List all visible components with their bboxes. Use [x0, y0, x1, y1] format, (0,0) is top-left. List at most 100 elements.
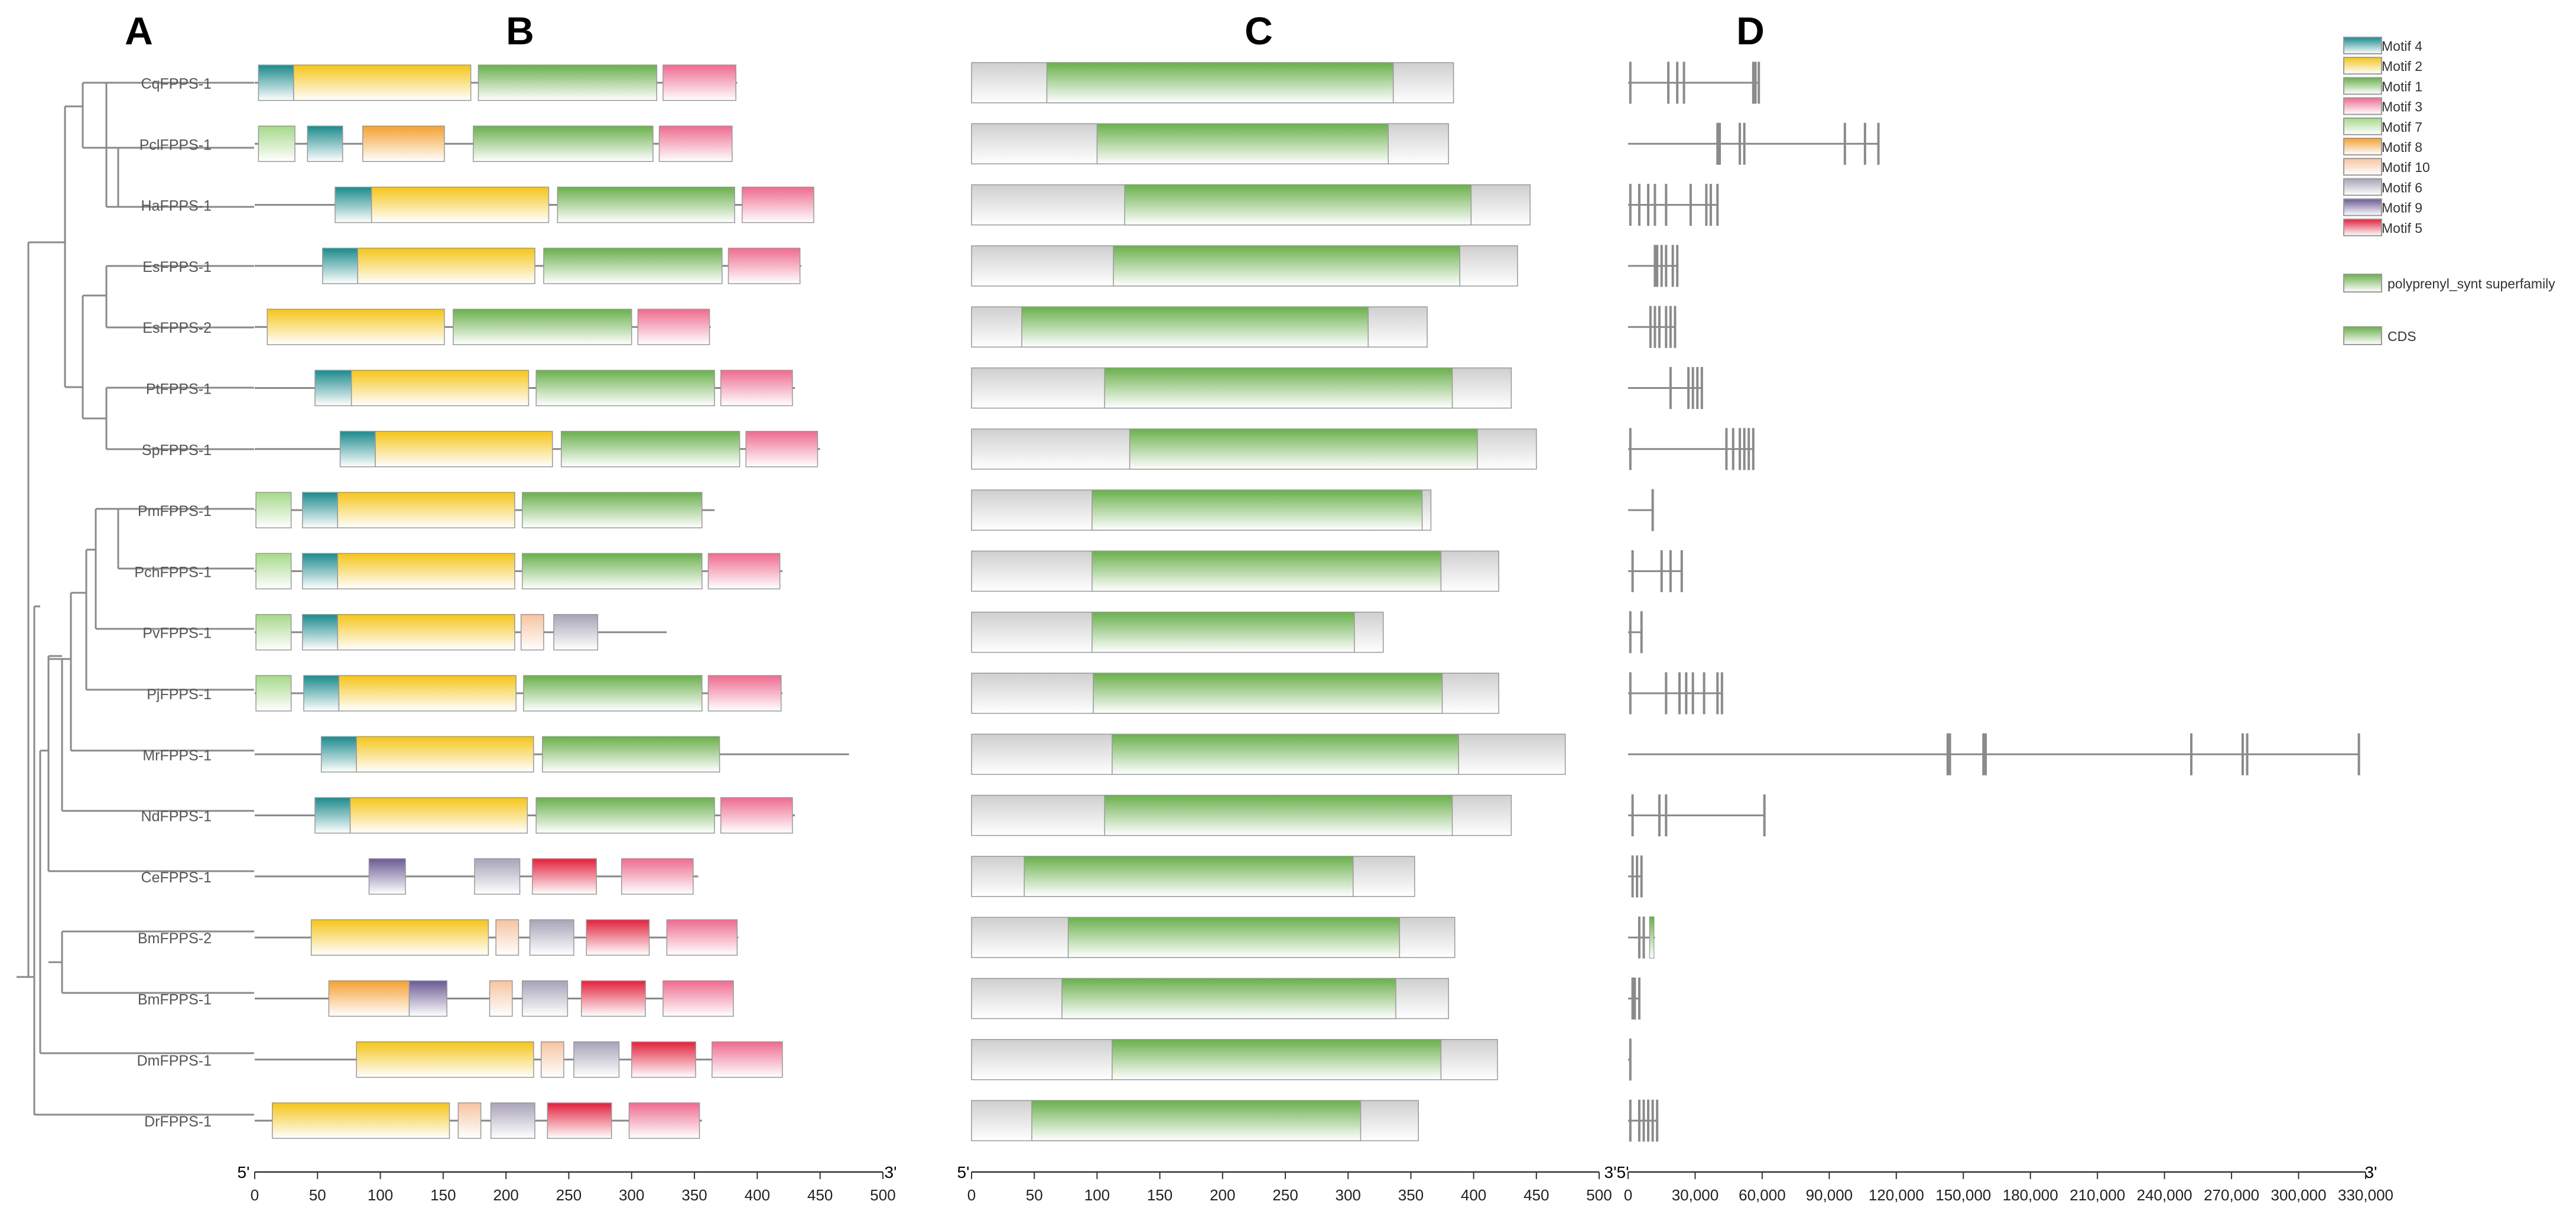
axis-d-tick-label: 330,000	[2338, 1186, 2393, 1204]
axis-d-tick-label: 300,000	[2271, 1186, 2327, 1204]
motif-box	[349, 797, 528, 834]
domain-bar	[1112, 1039, 1442, 1080]
domain-bar	[1112, 733, 1459, 775]
cds-exon	[1633, 978, 1636, 1020]
motif-box	[350, 369, 530, 407]
cds-exon	[1651, 1099, 1654, 1142]
cds-exon	[1946, 733, 1949, 775]
domain-bar	[1129, 428, 1478, 470]
legend-label-m10: Motif 10	[2382, 160, 2430, 175]
motif-box	[453, 309, 632, 345]
cds-exon	[2357, 733, 2360, 775]
domain-bar	[1024, 856, 1354, 897]
domain-bar	[1092, 611, 1355, 653]
cds-exon	[1631, 550, 1634, 592]
cds-exon	[1660, 550, 1663, 592]
axis-d-tick-label: 90,000	[1806, 1186, 1853, 1204]
motif-box	[529, 919, 574, 956]
motif-box	[712, 1041, 783, 1078]
legend-swatch-m9	[2343, 198, 2382, 216]
domain-bar	[1093, 673, 1443, 714]
motif-box	[532, 858, 597, 895]
cds-exon	[1665, 306, 1668, 348]
domain-bar	[1092, 550, 1442, 592]
motif-box	[720, 797, 793, 834]
row-mrfpps-1: MrFPPS-1	[142, 733, 2360, 775]
cds-exon	[1691, 672, 1694, 715]
row-ptfpps-1: PtFPPS-1	[146, 367, 1703, 409]
cds-exon	[1629, 672, 1632, 715]
row-pclfpps-1: PclFPPS-1	[139, 122, 1880, 165]
motif-box	[474, 858, 521, 895]
legend-swatch-m4	[2343, 37, 2382, 54]
axis-d-start-label: 5'	[1617, 1163, 1629, 1181]
cds-exon	[1649, 916, 1655, 959]
cds-exon	[1689, 184, 1692, 226]
legend-motifs: Motif 4 Motif 2 Motif 1 Motif 3 Motif 7 Motif…	[2343, 37, 2430, 236]
row-cefpps-1: CeFPPS-1	[141, 855, 1643, 898]
motif-box	[302, 613, 339, 651]
motif-box	[658, 125, 733, 163]
axis-d-tick-label: 270,000	[2204, 1186, 2259, 1204]
motif-box	[666, 919, 738, 956]
cds-exon	[1669, 367, 1672, 409]
legend-swatch-m5	[2343, 218, 2382, 236]
cds-exon	[1665, 184, 1668, 226]
legend-domain-swatch	[2343, 274, 2382, 293]
legend-label-m1: Motif 1	[2382, 79, 2422, 94]
motif-box	[573, 1041, 620, 1078]
axis-b-tick-label: 200	[493, 1186, 519, 1204]
motif-box	[495, 919, 519, 956]
motif-box	[707, 675, 782, 712]
protein-name: MrFPPS-1	[142, 747, 212, 764]
protein-name: PclFPPS-1	[139, 137, 212, 153]
protein-name: BmFPPS-2	[138, 930, 212, 947]
cds-exon	[1636, 855, 1639, 898]
cds-exon	[1720, 672, 1723, 715]
cds-exon	[1716, 122, 1719, 165]
motif-box	[477, 64, 658, 101]
motif-box	[520, 613, 544, 651]
cds-exon	[1703, 672, 1706, 715]
cds-exon	[1638, 916, 1641, 959]
protein-name: PchFPPS-1	[134, 564, 212, 580]
cds-exon	[1665, 794, 1668, 837]
cds-exon	[1656, 245, 1659, 287]
row-ndfpps-1: NdFPPS-1	[141, 794, 1766, 837]
cds-exon	[1669, 306, 1672, 348]
cds-exon	[1629, 1038, 1632, 1081]
motif-box	[547, 1102, 612, 1139]
cds-exon	[1709, 184, 1712, 226]
row-bmfpps-2: BmFPPS-2	[138, 916, 1655, 959]
motif-box	[720, 369, 793, 407]
cds-exon	[1629, 184, 1632, 226]
motif-box	[338, 675, 517, 712]
cds-exon	[1984, 733, 1987, 775]
cds-exon	[1725, 428, 1728, 470]
cds-exon	[1669, 550, 1672, 592]
cds-exon	[1638, 978, 1641, 1020]
motif-box	[272, 1102, 450, 1139]
motif-box	[314, 369, 352, 407]
cds-exon	[1747, 428, 1750, 470]
cds-exon	[1647, 1099, 1650, 1142]
motif-box	[356, 1041, 534, 1078]
row-dmfpps-1: DmFPPS-1	[137, 1038, 1632, 1081]
domain-bar	[1061, 978, 1396, 1020]
panel-label-b: B	[506, 9, 534, 53]
axis-b-tick-label: 0	[251, 1186, 259, 1204]
motif-box	[302, 492, 339, 528]
cds-exon	[1638, 184, 1641, 226]
domain-bar	[1046, 62, 1394, 103]
axis-d-tick-label: 0	[1624, 1186, 1632, 1204]
cds-exon	[1654, 306, 1656, 348]
legend-label-m5: Motif 5	[2382, 220, 2422, 236]
motif-box	[522, 553, 703, 590]
axis-d-tick-label: 120,000	[1869, 1186, 1924, 1204]
motif-box	[473, 125, 654, 163]
row-pmfpps-1: PmFPPS-1	[138, 489, 1654, 531]
legend-label-m8: Motif 8	[2382, 139, 2422, 155]
axis-d-end-label: 3'	[2365, 1163, 2377, 1181]
motif-box	[255, 553, 292, 590]
